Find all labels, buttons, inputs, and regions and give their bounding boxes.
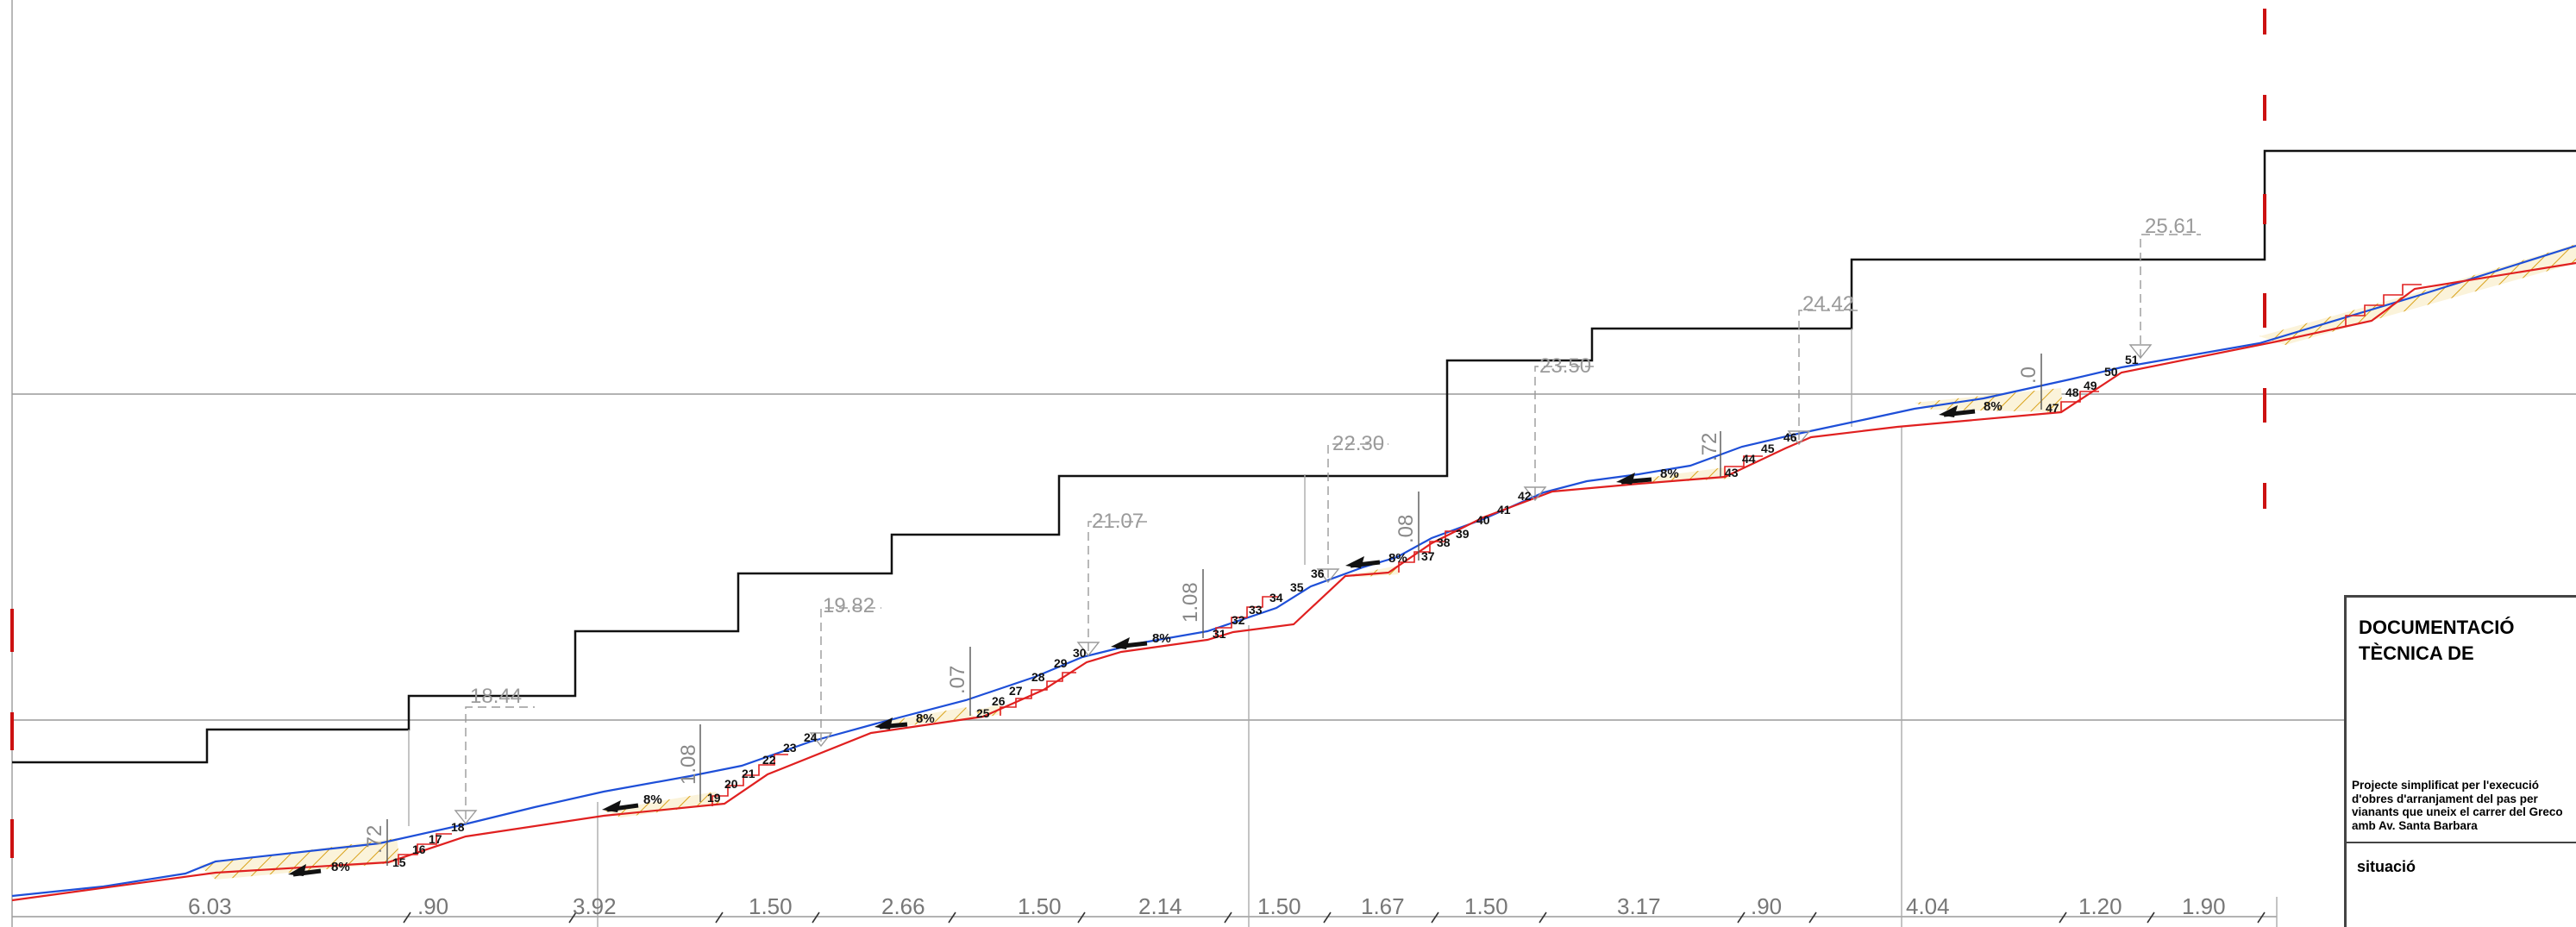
slope-labels: 8% 8% 8% 8% 8% 8% 8% [331,399,2003,874]
elevation-label: 24.42 [1802,292,1854,316]
terrain-profile [11,244,2576,898]
distance-label: 3.17 [1617,893,1661,919]
step-label: 17 [429,832,442,846]
step-label: 45 [1761,442,1775,455]
elevation-label: 23.50 [1539,354,1591,378]
distance-label: 1.50 [1018,893,1062,919]
slope-label: 8% [1660,467,1679,481]
title-block-description: Projecte simplificat per l'execució d'ob… [2352,779,2563,832]
section-guides [408,329,2278,927]
step-label: 43 [1725,466,1739,479]
axis-break-marks [10,9,2266,858]
height-labels: .72 1.08 .07 1.08 .08 .72 .0 [363,366,2040,854]
step-label: 38 [1437,536,1451,549]
step-label: 36 [1311,567,1325,580]
distance-label: 3.92 [573,893,617,919]
step-label: 32 [1232,613,1245,627]
elevation-label: 18.44 [470,685,522,708]
step-label: 33 [1249,603,1263,617]
step-label: 44 [1742,452,1756,466]
distance-label: 1.50 [749,893,793,919]
height-label: .0 [2017,366,2040,384]
title-block-divider [2347,842,2576,843]
step-label: 39 [1456,527,1470,541]
step-label: 15 [392,855,406,869]
dimension-ticks [403,911,2266,924]
step-label: 29 [1054,656,1068,670]
step-label: 35 [1290,580,1304,594]
elevation-markers [454,234,2201,825]
elevation-label: 19.82 [823,594,874,617]
step-notches [398,284,2422,865]
distance-label: 1.20 [2078,893,2122,919]
distance-label: 4.04 [1906,893,1950,919]
step-label: 47 [2046,401,2059,415]
title-block: DOCUMENTACIÓ TÈCNICA DE Projecte simplif… [2344,595,2576,927]
step-label: 22 [762,753,776,767]
distance-label: 6.03 [188,893,232,919]
reference-lines [11,0,2576,927]
slope-label: 8% [331,860,350,874]
step-label: 41 [1497,503,1511,517]
title-block-sheet-name: situació [2357,858,2416,875]
step-label: 49 [2084,379,2097,392]
elevation-labels: 18.44 19.82 21.07 22.30 23.50 24.42 25.6… [470,215,2197,708]
hatched-fills [198,244,2576,880]
step-label: 19 [707,791,721,805]
step-label: 28 [1031,670,1045,684]
step-label: 42 [1518,489,1532,503]
distance-label: 1.90 [2182,893,2226,919]
step-label: 27 [1009,684,1023,698]
slope-label: 8% [643,792,662,807]
elevation-label: 25.61 [2145,215,2197,238]
slope-label: 8% [1984,399,2003,414]
step-label: 48 [2065,385,2079,399]
step-label: 34 [1269,591,1283,604]
step-label: 18 [451,820,465,834]
step-label: 31 [1213,627,1226,641]
step-label: 26 [992,694,1006,708]
elevation-label: 21.07 [1092,510,1144,533]
step-label: 50 [2104,365,2118,379]
distance-labels: 6.03 .90 3.92 1.50 2.66 1.50 2.14 1.50 1… [188,893,2226,919]
height-label: .08 [1395,515,1418,543]
height-label: 1.08 [1179,582,1202,623]
slope-label: 8% [1388,551,1407,566]
step-label: 30 [1073,646,1087,660]
step-label: 37 [1421,549,1435,563]
slope-label: 8% [916,711,935,726]
distance-label: 2.66 [881,893,925,919]
step-number-labels: 15 16 17 18 19 20 21 22 23 24 25 26 27 2… [392,353,2139,869]
distance-label: 1.50 [1257,893,1301,919]
step-label: 20 [724,777,738,791]
distance-label: .90 [1751,893,1782,919]
step-label: 21 [742,767,755,780]
step-label: 25 [976,706,990,720]
title-block-heading: DOCUMENTACIÓ TÈCNICA DE [2359,617,2515,664]
distance-label: 1.67 [1361,893,1405,919]
distance-label: 1.50 [1464,893,1508,919]
height-label: 1.08 [677,744,700,785]
distance-label: 2.14 [1138,893,1182,919]
height-label: .07 [946,666,969,694]
elevation-label: 22.30 [1332,432,1384,455]
height-label: .72 [1698,433,1721,461]
step-label: 40 [1476,513,1490,527]
distance-label: .90 [417,893,448,919]
facade-outline [12,149,2576,764]
step-label: 46 [1783,430,1797,444]
slope-label: 8% [1152,631,1171,646]
step-label: 51 [2125,353,2139,366]
slope-arrows [288,405,1976,877]
step-label: 23 [783,741,797,755]
step-label: 16 [412,842,426,856]
step-label: 24 [804,730,818,744]
height-label: .72 [363,825,386,854]
height-ticks [386,354,2042,866]
